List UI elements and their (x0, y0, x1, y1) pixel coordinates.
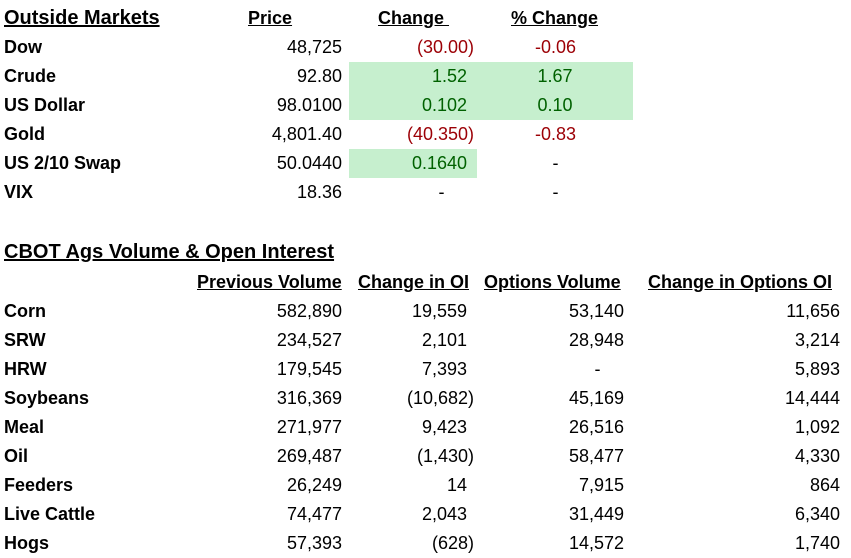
change-in-oi-cell: (1,430) (416, 446, 474, 466)
pct-change-cell: 1.67 (477, 62, 633, 91)
row-label: Dow (4, 37, 42, 57)
row-label: Meal (4, 417, 45, 437)
previous-volume-cell: 316,369 (276, 388, 342, 408)
change-in-options-oi-cell: 864 (809, 475, 840, 495)
change-cell: (30.00) (416, 37, 474, 57)
change-in-oi-header: Change in OI (358, 272, 470, 292)
table-row: Corn 582,890 19,559 53,140 11,656 (0, 297, 851, 326)
row-label: Hogs (4, 533, 49, 553)
change-in-oi-cell: 7,393 (421, 359, 467, 379)
options-volume-cell: 45,169 (568, 388, 624, 408)
options-volume-cell: 28,948 (568, 330, 624, 350)
previous-volume-cell: 74,477 (286, 504, 342, 524)
row-label: VIX (4, 182, 34, 202)
cbot-title-row: CBOT Ags Volume & Open Interest (0, 238, 851, 267)
change-in-options-oi-cell: 11,656 (786, 301, 840, 321)
table-row: Live Cattle 74,477 2,043 31,449 6,340 (0, 500, 851, 529)
options-volume-cell: 7,915 (578, 475, 624, 495)
change-cell: - (438, 182, 445, 202)
table-row: Crude 92.80 1.52 1.67 (0, 62, 851, 91)
pct-change-cell: - (552, 182, 559, 202)
options-volume-cell: 26,516 (568, 417, 624, 437)
row-label: US 2/10 Swap (4, 153, 122, 173)
table-row: Gold 4,801.40 (40.350) -0.83 (0, 120, 851, 149)
previous-volume-cell: 179,545 (276, 359, 342, 379)
change-in-oi-cell: 14 (446, 475, 467, 495)
table-row: VIX 18.36 - - (0, 178, 851, 207)
options-volume-cell: - (594, 359, 601, 379)
table-row: Soybeans 316,369 (10,682) 45,169 14,444 (0, 384, 851, 413)
cbot-header-row: Previous Volume Change in OI Options Vol… (0, 268, 851, 297)
change-in-oi-cell: (628) (431, 533, 474, 553)
price-cell: 18.36 (296, 182, 342, 202)
price-cell: 4,801.40 (271, 124, 342, 144)
row-label: US Dollar (4, 95, 86, 115)
table-row: Meal 271,977 9,423 26,516 1,092 (0, 413, 851, 442)
row-label: Crude (4, 66, 57, 86)
table-row: SRW 234,527 2,101 28,948 3,214 (0, 326, 851, 355)
change-in-oi-cell: 19,559 (411, 301, 467, 321)
table-row: Feeders 26,249 14 7,915 864 (0, 471, 851, 500)
change-in-options-oi-cell: 5,893 (794, 359, 840, 379)
options-volume-header: Options Volume (484, 272, 621, 292)
previous-volume-cell: 26,249 (286, 475, 342, 495)
pct-change-cell: - (552, 153, 559, 173)
previous-volume-cell: 269,487 (276, 446, 342, 466)
table-row: Oil 269,487 (1,430) 58,477 4,330 (0, 442, 851, 471)
change-in-oi-cell: 9,423 (421, 417, 467, 437)
change-header: Change (378, 8, 450, 28)
cbot-title: CBOT Ags Volume & Open Interest (4, 241, 335, 263)
options-volume-cell: 31,449 (568, 504, 624, 524)
change-in-options-oi-cell: 1,740 (794, 533, 840, 553)
table-row: HRW 179,545 7,393 - 5,893 (0, 355, 851, 384)
change-cell: 0.1640 (349, 149, 477, 178)
change-in-options-oi-cell: 6,340 (794, 504, 840, 524)
change-in-options-oi-header: Change in Options OI (648, 272, 832, 292)
change-in-oi-cell: 2,101 (421, 330, 467, 350)
table-row: Hogs 57,393 (628) 14,572 1,740 (0, 529, 851, 558)
outside-markets-title: Outside Markets (4, 7, 160, 29)
previous-volume-cell: 582,890 (276, 301, 342, 321)
row-label: Feeders (4, 475, 74, 495)
options-volume-cell: 14,572 (568, 533, 624, 553)
row-label: HRW (4, 359, 47, 379)
pct-change-header: % Change (511, 8, 599, 28)
price-cell: 50.0440 (276, 153, 342, 173)
pct-change-cell: -0.83 (534, 124, 577, 144)
previous-volume-cell: 234,527 (276, 330, 342, 350)
previous-volume-cell: 271,977 (276, 417, 342, 437)
pct-change-cell: -0.06 (534, 37, 577, 57)
row-label: Live Cattle (4, 504, 96, 524)
row-label: Gold (4, 124, 45, 144)
change-in-options-oi-cell: 3,214 (794, 330, 840, 350)
price-cell: 92.80 (296, 66, 342, 86)
table-row: Dow 48,725 (30.00) -0.06 (0, 33, 851, 62)
change-cell: (40.350) (406, 124, 474, 144)
change-in-options-oi-cell: 1,092 (794, 417, 840, 437)
row-label: Soybeans (4, 388, 90, 408)
pct-change-cell: 0.10 (477, 91, 633, 120)
previous-volume-header: Previous Volume (197, 272, 342, 292)
row-label: Corn (4, 301, 46, 321)
change-cell: 0.102 (349, 91, 477, 120)
table-row: US 2/10 Swap 50.0440 0.1640 - (0, 149, 851, 178)
options-volume-cell: 58,477 (568, 446, 624, 466)
previous-volume-cell: 57,393 (286, 533, 342, 553)
change-cell: 1.52 (349, 62, 477, 91)
row-label: Oil (4, 446, 29, 466)
change-in-oi-cell: (10,682) (406, 388, 474, 408)
table-row: US Dollar 98.0100 0.102 0.10 (0, 91, 851, 120)
change-in-oi-cell: 2,043 (421, 504, 467, 524)
row-label: SRW (4, 330, 46, 350)
price-header: Price (248, 8, 293, 28)
outside-markets-header-row: Outside Markets Price Change % Change (0, 4, 851, 33)
change-in-options-oi-cell: 14,444 (784, 388, 840, 408)
change-in-options-oi-cell: 4,330 (794, 446, 840, 466)
price-cell: 48,725 (286, 37, 342, 57)
price-cell: 98.0100 (276, 95, 342, 115)
options-volume-cell: 53,140 (568, 301, 624, 321)
